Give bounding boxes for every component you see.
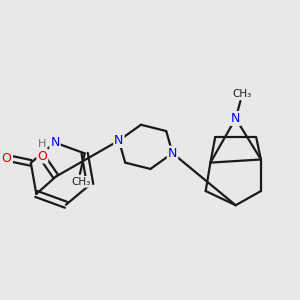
Text: N: N bbox=[114, 134, 124, 147]
Text: O: O bbox=[38, 150, 47, 163]
Text: N: N bbox=[50, 136, 60, 149]
Text: H: H bbox=[38, 139, 46, 149]
Text: CH₃: CH₃ bbox=[232, 89, 252, 99]
Text: N: N bbox=[231, 112, 240, 125]
Text: CH₃: CH₃ bbox=[71, 177, 90, 187]
Text: N: N bbox=[168, 147, 177, 160]
Text: O: O bbox=[2, 152, 11, 165]
